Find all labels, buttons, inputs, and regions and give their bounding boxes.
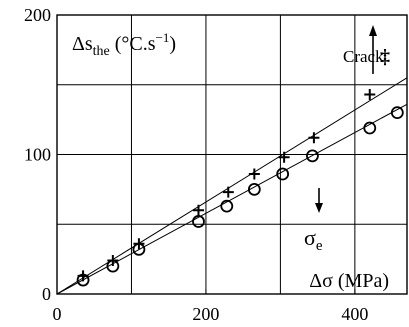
data-point-circle <box>247 182 261 196</box>
y-tick-label: 0 <box>42 284 51 304</box>
fit-line <box>56 103 408 295</box>
data-point-plus <box>222 186 234 198</box>
crack-double-dagger: ‡ <box>380 46 390 68</box>
data-point-plus <box>278 151 290 163</box>
data-point-circle <box>192 215 205 228</box>
sigma-e-annotation: σe <box>304 188 323 254</box>
crack-annotation: Crack ‡ <box>343 25 390 74</box>
x-tick-label: 0 <box>53 304 62 324</box>
crack-arrow-head <box>369 25 377 36</box>
data-point-circle <box>220 199 234 213</box>
fit-line <box>56 77 408 295</box>
data-point-plus <box>248 168 260 180</box>
data-point-circle <box>390 106 404 120</box>
data-point-plus <box>308 132 320 144</box>
data-point-circle <box>76 273 90 287</box>
data-point-circle <box>132 242 146 256</box>
data-points <box>76 89 404 287</box>
grid <box>57 15 407 294</box>
y-axis-label: Δsthe (°C.s−1) <box>72 30 176 59</box>
x-tick-label: 400 <box>341 304 368 324</box>
data-point-circle <box>106 259 120 273</box>
data-point-plus <box>364 89 376 101</box>
axis-ticks: 0 200 400 0 100 200 <box>24 5 368 324</box>
sigma-arrow-head <box>315 203 323 213</box>
crack-label: Crack <box>343 47 384 66</box>
data-point-circle <box>276 167 290 181</box>
y-tick-label: 200 <box>24 5 51 25</box>
data-point-circle <box>306 149 319 163</box>
y-tick-label: 100 <box>24 145 51 165</box>
data-point-plus <box>192 204 204 216</box>
fit-lines <box>56 77 408 295</box>
x-tick-label: 200 <box>192 304 219 324</box>
sigma-e-label: σe <box>304 225 323 254</box>
data-point-circle <box>363 121 377 135</box>
x-axis-label: Δσ (MPa) <box>309 270 389 292</box>
